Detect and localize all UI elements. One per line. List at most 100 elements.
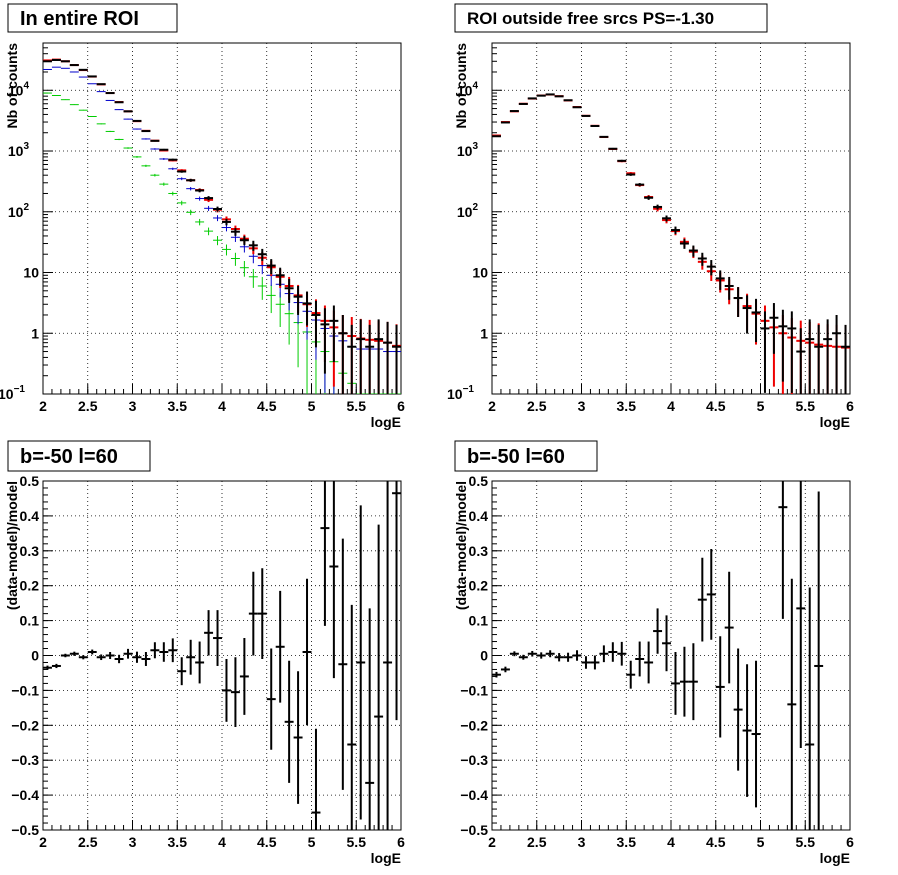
y-axis-label: (data-model)/model — [453, 481, 469, 610]
x-tick-label: 3.5 — [168, 834, 188, 850]
x-tick-label: 2.5 — [527, 834, 547, 850]
x-axis-label: logE — [820, 850, 850, 866]
y-tick-label: 0.1 — [20, 613, 40, 629]
x-tick-label: 5 — [757, 834, 765, 850]
y-tick-label: 10 — [23, 265, 39, 281]
x-tick-label: 4.5 — [257, 398, 277, 414]
x-tick-label: 4 — [667, 834, 675, 850]
plot-frame — [42, 480, 402, 831]
chart-title: b=-50 l=60 — [20, 446, 118, 468]
x-tick-label: 5.5 — [796, 398, 816, 414]
y-tick-label: −0.1 — [11, 682, 39, 698]
chart-title: In entire ROI — [20, 8, 139, 30]
x-tick-label: 4 — [218, 398, 226, 414]
x-tick-label: 3 — [129, 834, 137, 850]
x-tick-label: 6 — [397, 398, 405, 414]
series-1 — [492, 481, 824, 830]
y-tick-label: 0.4 — [20, 508, 40, 524]
y-tick-label: 104 — [457, 80, 479, 98]
x-tick-label: 4 — [667, 398, 675, 414]
y-tick-label: −0.3 — [11, 752, 39, 768]
y-tick-label: 0.2 — [469, 578, 489, 594]
x-tick-label: 2 — [39, 398, 47, 414]
plot-frame — [491, 42, 851, 395]
y-tick-label: 0.3 — [20, 543, 40, 559]
x-tick-label: 5.5 — [347, 834, 367, 850]
y-tick-label: 103 — [457, 141, 479, 159]
x-tick-label: 3 — [129, 398, 137, 414]
y-tick-label: 10−1 — [447, 384, 474, 402]
y-tick-label: 103 — [8, 141, 30, 159]
y-axis-label: Nb of counts — [4, 43, 20, 129]
y-tick-label: 0.2 — [20, 578, 40, 594]
y-tick-label: 1 — [480, 325, 488, 341]
x-tick-label: 5 — [757, 398, 765, 414]
chart-title-box — [7, 440, 151, 472]
x-tick-label: 2.5 — [78, 398, 98, 414]
chart-title-box — [454, 3, 768, 33]
x-axis-label: logE — [820, 414, 850, 430]
y-tick-label: 10−1 — [0, 384, 25, 402]
series-4 — [43, 58, 401, 394]
x-tick-label: 2 — [39, 834, 47, 850]
y-axis-label: (data-model)/model — [4, 481, 20, 610]
data-layer — [43, 58, 401, 394]
y-tick-label: 0 — [31, 648, 39, 664]
x-tick-label: 5.5 — [347, 398, 367, 414]
y-tick-label: −0.4 — [11, 787, 39, 803]
chart-panel-1: In entire ROI 2 2.5 3 3.5 4 4.5 5 5.5 6 10−1 1 10 102… — [0, 3, 405, 430]
x-axis-label: logE — [371, 850, 401, 866]
data-layer — [43, 481, 401, 830]
y-tick-label: 0 — [480, 648, 488, 664]
y-tick-label: −0.3 — [460, 752, 488, 768]
y-tick-label: 0.4 — [469, 508, 489, 524]
chart-title-box — [454, 440, 598, 472]
chart-title: ROI outside free srcs PS=-1.30 — [467, 9, 714, 28]
x-tick-label: 4.5 — [706, 834, 726, 850]
chart-panel-3: b=-50 l=60 2 2.5 3 3.5 4 4.5 5 5.5 6 −0.5 −0.4 −0.3 −… — [4, 440, 405, 866]
x-tick-label: 3.5 — [617, 834, 637, 850]
data-layer — [492, 93, 850, 394]
y-tick-label: −0.1 — [460, 682, 488, 698]
chart-title-box — [7, 3, 178, 33]
y-tick-label: −0.5 — [11, 822, 39, 838]
chart-panel-4: b=-50 l=60 2 2.5 3 3.5 4 4.5 5 5.5 6 −0.5 −0.4 −0.3 −… — [453, 440, 854, 866]
y-axis-label: Nb of counts — [453, 43, 469, 129]
y-tick-label: 1 — [31, 325, 39, 341]
chart-panel-2: ROI outside free srcs PS=-1.30 2 2.5 3 3.5 4 4… — [447, 3, 854, 430]
chart-title: b=-50 l=60 — [467, 446, 565, 468]
x-tick-label: 3 — [578, 834, 586, 850]
grid — [43, 481, 401, 830]
x-tick-label: 6 — [397, 834, 405, 850]
y-tick-label: −0.4 — [460, 787, 488, 803]
x-tick-label: 2.5 — [527, 398, 547, 414]
x-tick-label: 5.5 — [796, 834, 816, 850]
y-tick-label: 102 — [457, 202, 479, 220]
x-tick-label: 6 — [846, 834, 854, 850]
x-tick-label: 5 — [308, 398, 316, 414]
y-tick-label: 104 — [8, 80, 30, 98]
grid — [492, 43, 850, 394]
y-tick-label: −0.2 — [460, 717, 488, 733]
data-layer — [492, 481, 824, 830]
plot-frame — [491, 480, 851, 831]
plot-frame — [42, 42, 402, 395]
y-tick-label: 0.1 — [469, 613, 489, 629]
x-tick-label: 3.5 — [617, 398, 637, 414]
x-tick-label: 3.5 — [168, 398, 188, 414]
y-tick-label: −0.2 — [11, 717, 39, 733]
series-2 — [492, 93, 850, 394]
x-tick-label: 2 — [488, 398, 496, 414]
x-tick-label: 5 — [308, 834, 316, 850]
y-tick-label: 0.3 — [469, 543, 489, 559]
y-tick-label: 0.5 — [469, 473, 489, 489]
y-tick-label: 102 — [8, 202, 30, 220]
y-tick-label: 0.5 — [20, 473, 40, 489]
x-axis-label: logE — [371, 414, 401, 430]
series-1 — [43, 481, 401, 830]
y-tick-label: −0.5 — [460, 822, 488, 838]
x-tick-label: 4 — [218, 834, 226, 850]
x-tick-label: 6 — [846, 398, 854, 414]
x-tick-label: 2 — [488, 834, 496, 850]
